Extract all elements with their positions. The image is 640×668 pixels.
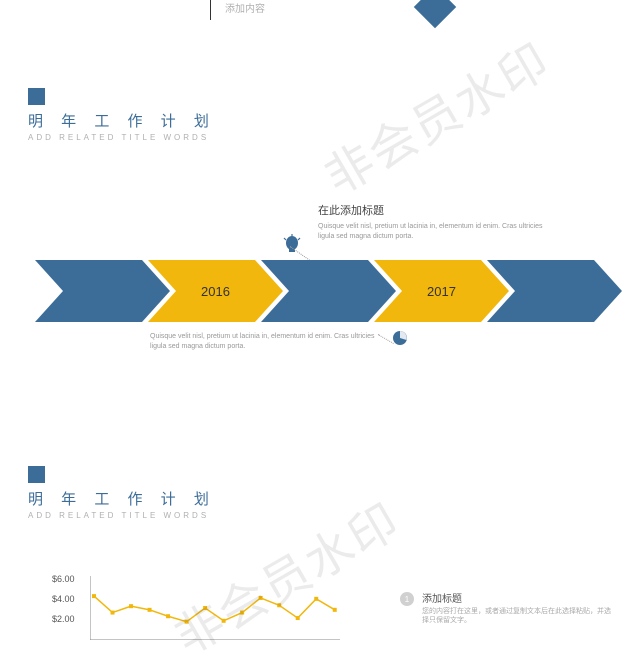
chevron-flow: 2016 2017 [35,260,605,322]
callout-body: Quisque velit nisl, pretium ut lacinia i… [150,332,380,352]
chevron-segment [487,260,622,322]
annotation-title: 添加标题 [422,590,612,605]
annotation-body: 您的内容打在这里，或者通过复制文本后在此选择粘贴，并选择只保留文字。 [422,607,612,625]
line-chart: $6.00 $4.00 $2.00 [54,576,344,640]
section-header-1: 明 年 工 作 计 划 ADD RELATED TITLE WORDS [28,88,216,142]
y-tick-label: $6.00 [52,574,75,584]
number-badge: 1 [400,592,414,606]
callout-title: 在此添加标题 [318,202,548,218]
y-tick-label: $4.00 [52,594,75,604]
section-subtitle: ADD RELATED TITLE WORDS [28,511,216,520]
section-title: 明 年 工 作 计 划 [28,488,216,509]
square-icon [28,88,45,105]
watermark: 非会员水印 [309,22,561,208]
section-title: 明 年 工 作 计 划 [28,110,216,131]
pie-icon [392,330,408,351]
divider-line [210,0,211,20]
square-icon [28,466,45,483]
section-subtitle: ADD RELATED TITLE WORDS [28,133,216,142]
chart-annotation: 1 添加标题 您的内容打在这里，或者通过复制文本后在此选择粘贴，并选择只保留文字… [400,590,612,625]
section-header-2: 明 年 工 作 计 划 ADD RELATED TITLE WORDS [28,466,216,520]
callout-body: Quisque velit nisl, pretium ut lacinia i… [318,222,548,242]
chart-plot [90,576,340,640]
y-tick-label: $2.00 [52,614,75,624]
callout-bottom: Quisque velit nisl, pretium ut lacinia i… [150,332,380,352]
partial-label: 添加内容 [225,0,265,15]
callout-top: 在此添加标题 Quisque velit nisl, pretium ut la… [318,202,548,242]
diamond-icon [414,0,456,28]
